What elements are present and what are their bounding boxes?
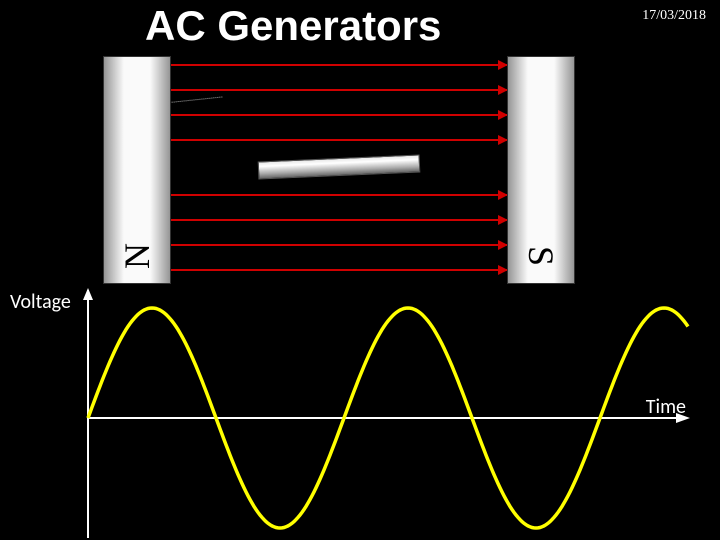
field-line bbox=[171, 244, 507, 246]
y-axis-label: Voltage bbox=[10, 290, 71, 314]
field-line bbox=[171, 64, 507, 66]
field-line bbox=[171, 194, 507, 196]
x-axis-arrow bbox=[676, 413, 690, 423]
generator-diagram: N S bbox=[103, 56, 575, 284]
field-line bbox=[171, 269, 507, 271]
voltage-time-graph bbox=[80, 288, 690, 538]
south-pole-label: S bbox=[520, 246, 562, 266]
page-title: AC Generators bbox=[145, 2, 441, 50]
south-pole: S bbox=[507, 56, 575, 284]
field-line bbox=[171, 89, 507, 91]
north-pole: N bbox=[103, 56, 171, 284]
field-line bbox=[171, 219, 507, 221]
date-label: 17/03/2018 bbox=[642, 8, 706, 24]
north-pole-label: N bbox=[116, 243, 158, 269]
field-line bbox=[171, 114, 507, 116]
field-line bbox=[171, 139, 507, 141]
y-axis-arrow bbox=[83, 288, 93, 300]
